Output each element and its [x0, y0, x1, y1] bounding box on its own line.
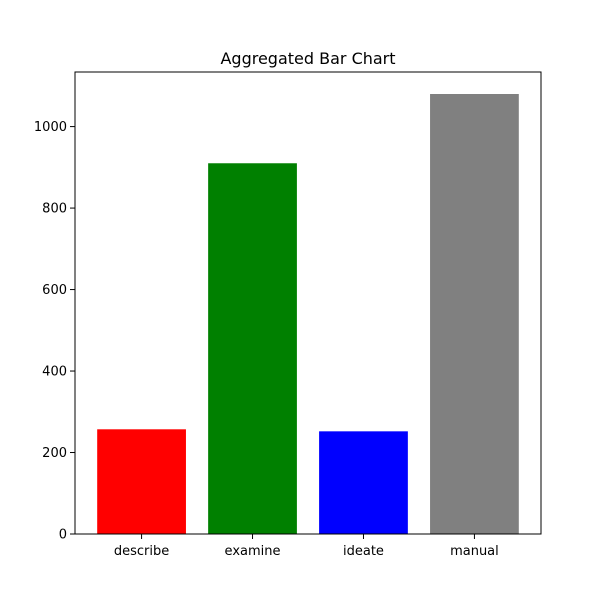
y-tick-label-200: 200: [42, 446, 67, 461]
x-tick-label-describe: describe: [114, 544, 169, 559]
plot-area: [97, 94, 519, 534]
y-tick-label-1000: 1000: [34, 120, 67, 135]
x-tick-label-manual: manual: [450, 544, 499, 559]
y-tick-label-800: 800: [42, 202, 67, 217]
x-axis: describe examine ideate manual: [114, 534, 499, 559]
bar-describe: [97, 429, 186, 534]
axes-frame: [74, 71, 542, 535]
y-axis: 0 200 400 600 800 1000: [34, 120, 75, 543]
y-tick-label-600: 600: [42, 283, 67, 298]
x-tick-label-examine: examine: [225, 544, 281, 559]
y-tick-label-0: 0: [59, 528, 67, 543]
bar-manual: [430, 94, 519, 534]
bar-examine: [208, 163, 297, 534]
x-tick-label-ideate: ideate: [343, 544, 384, 559]
chart-title: Aggregated Bar Chart: [220, 49, 395, 68]
bar-ideate: [319, 431, 408, 534]
y-tick-label-400: 400: [42, 365, 67, 380]
